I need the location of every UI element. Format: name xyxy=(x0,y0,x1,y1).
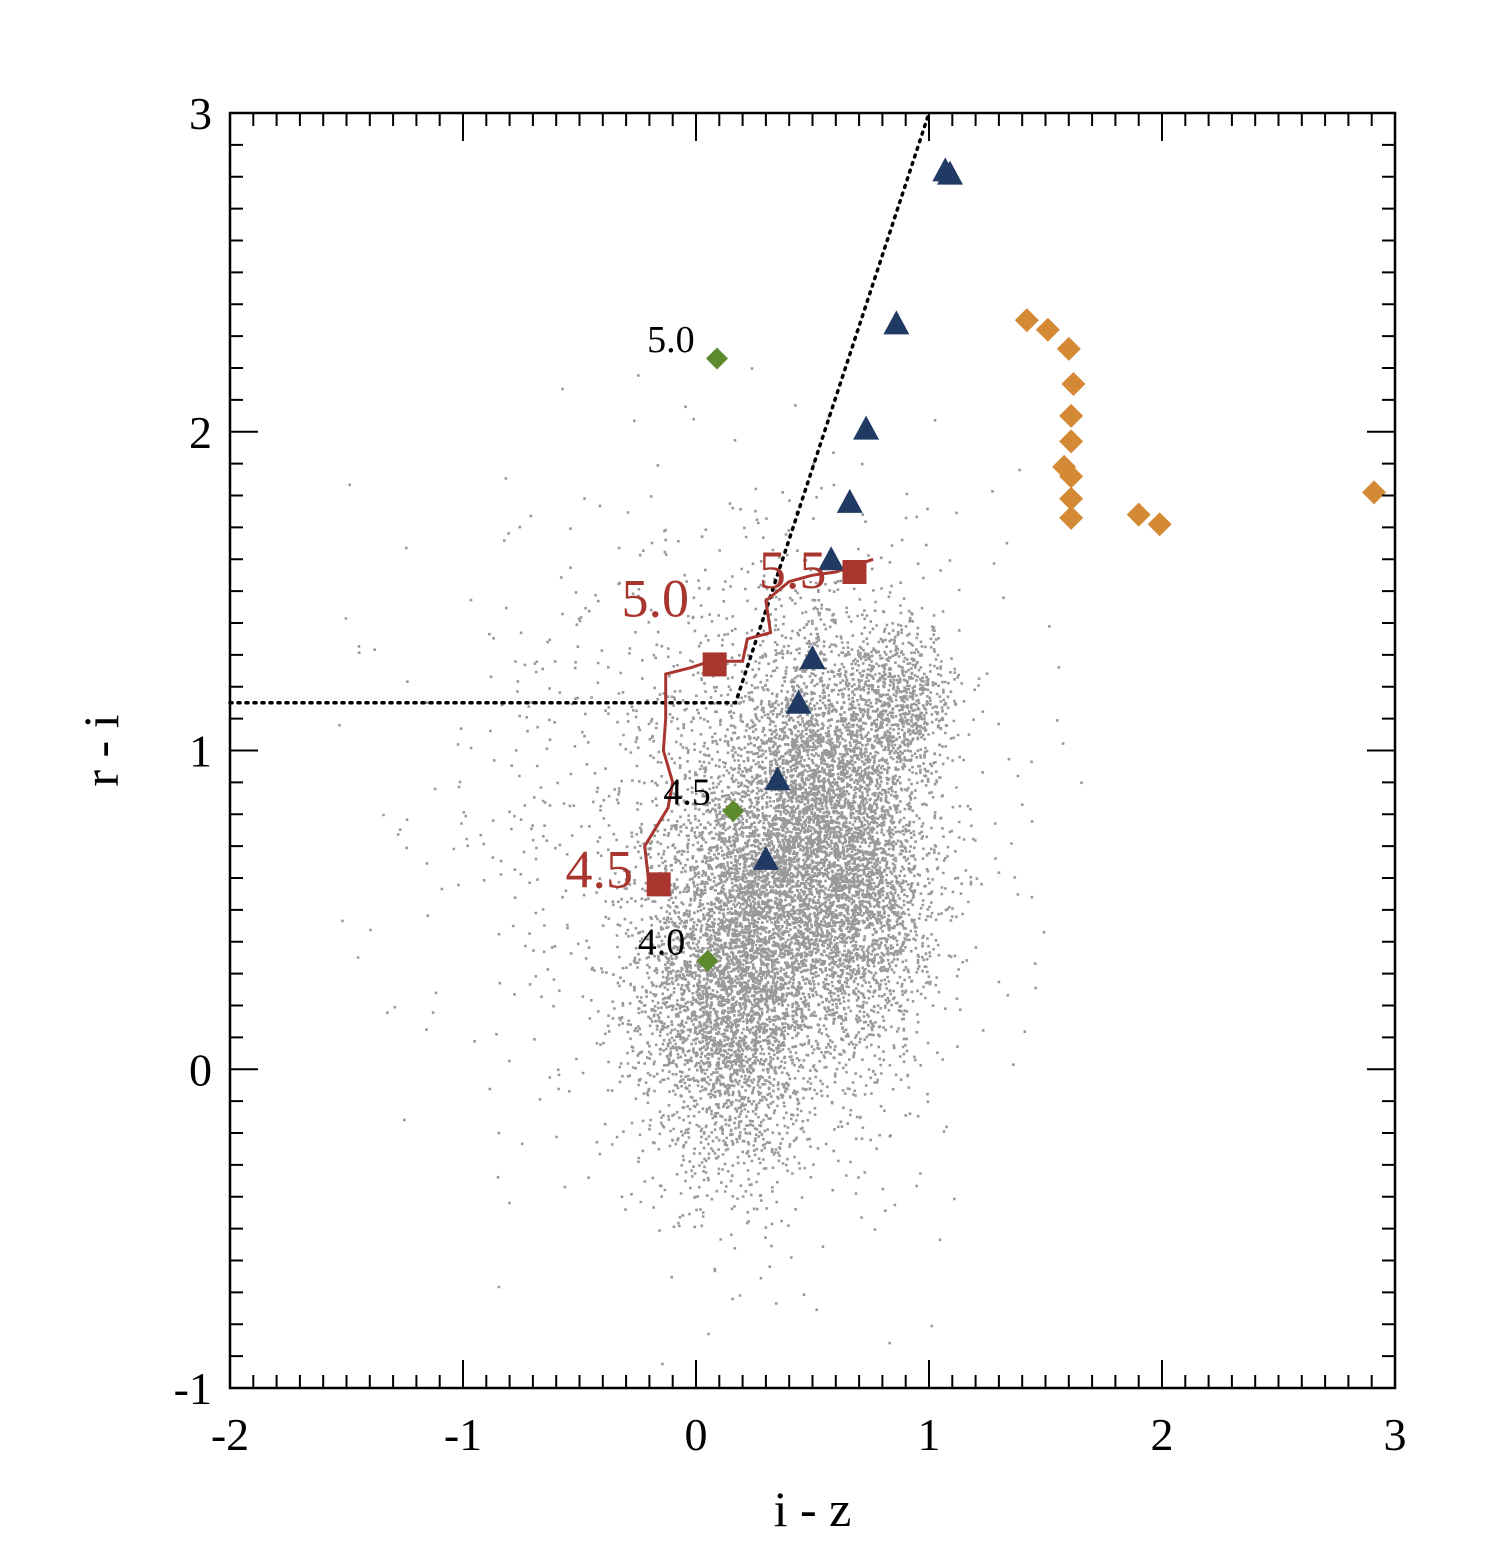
green-diamond-0 xyxy=(696,949,719,972)
orange-diamond-7 xyxy=(1059,464,1084,489)
x-tick-label-2: 0 xyxy=(685,1409,708,1460)
track-square-2 xyxy=(842,560,867,584)
x-tick-label-4: 2 xyxy=(1151,1409,1174,1460)
triangle-marker-1 xyxy=(936,160,963,185)
x-tick-label-1: -1 xyxy=(444,1409,482,1460)
triangle-marker-7 xyxy=(785,689,812,714)
triangle-marker-4 xyxy=(836,488,863,513)
y-tick-label-3: 2 xyxy=(189,407,212,458)
annotations: 4.04.55.04.55.0 5.5 xyxy=(566,319,827,963)
track-label-2: 5.5 xyxy=(759,540,827,600)
orange-diamond-11 xyxy=(1147,512,1172,537)
orange-diamond-8 xyxy=(1059,486,1084,511)
x-tick-label-0: -2 xyxy=(211,1409,249,1460)
orange-diamond-3 xyxy=(1061,371,1086,396)
y-tick-label-4: 3 xyxy=(189,88,212,139)
x-tick-label-3: 1 xyxy=(918,1409,941,1460)
tick-marks xyxy=(229,112,1396,1389)
green-diamond-label-1: 4.5 xyxy=(663,772,711,814)
x-tick-label-5: 3 xyxy=(1384,1409,1407,1460)
triangle-marker-9 xyxy=(752,845,779,870)
background-point-cloud xyxy=(338,367,1083,1366)
y-tick-label-2: 1 xyxy=(189,726,212,777)
orange-diamond-5 xyxy=(1059,429,1084,454)
triangle-marker-6 xyxy=(799,645,826,670)
triangle-marker-5 xyxy=(818,546,845,571)
background-points xyxy=(338,367,1083,1366)
dotted-boundary-line xyxy=(228,111,931,705)
orange-diamond-0 xyxy=(1014,308,1039,333)
orange-diamond-4 xyxy=(1059,403,1084,428)
triangle-marker-8 xyxy=(764,766,791,791)
orange-diamond-1 xyxy=(1035,317,1060,342)
marker-series xyxy=(646,157,1387,972)
triangle-marker-3 xyxy=(853,415,880,440)
green-diamond-1 xyxy=(722,800,745,823)
triangle-marker-2 xyxy=(883,310,910,335)
orange-diamond-2 xyxy=(1056,336,1081,361)
orange-diamond-9 xyxy=(1059,505,1084,530)
y-axis-title: r - i xyxy=(73,714,129,786)
green-diamond-label-0: 4.0 xyxy=(638,922,686,964)
green-diamond-2 xyxy=(705,347,728,370)
track-square-1 xyxy=(702,652,727,677)
track-square-0 xyxy=(646,872,671,897)
track-label-0: 4.5 xyxy=(566,840,634,900)
x-axis-title: i - z xyxy=(774,1481,852,1537)
axis-ticks xyxy=(229,112,1396,1389)
track-label-1: 5.0 xyxy=(621,569,689,629)
y-tick-label-0: -1 xyxy=(174,1363,212,1414)
y-tick-label-1: 0 xyxy=(189,1044,212,1095)
selection-boundary xyxy=(228,111,931,705)
orange-diamond-10 xyxy=(1126,502,1151,527)
orange-diamond-12 xyxy=(1362,480,1387,505)
green-diamond-label-2: 5.0 xyxy=(647,319,695,361)
